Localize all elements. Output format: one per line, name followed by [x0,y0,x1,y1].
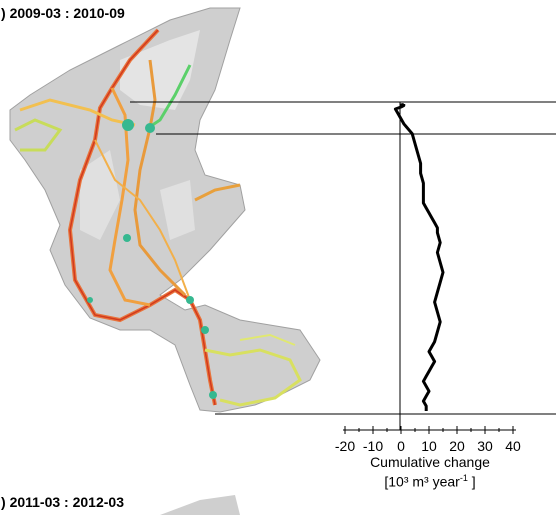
x-tick-label-5: 30 [477,438,493,454]
node-3 [123,234,131,242]
map-2-partial [160,495,240,515]
x-tick-label-6: 40 [505,438,521,454]
channel-9 [204,348,302,407]
node-1 [122,119,134,131]
panel-2-marker: ) [1,494,6,510]
panel-1-title-text: 2009-03 : 2010-09 [9,5,125,21]
channel-4 [94,139,191,301]
panel-2-title-text: 2011-03 : 2012-03 [9,494,124,510]
unit-exponent: -1 [459,473,468,483]
node-7 [87,297,93,303]
node-2 [145,123,155,133]
channel-3 [133,59,187,297]
guide-lines [130,101,556,415]
cumulative-change-chart: -20 -10 0 10 20 30 40 [335,102,521,454]
map-1-terrain-patch-3 [160,180,195,240]
x-axis-label: Cumulative change [370,454,490,470]
x-tick-label-1: -10 [363,438,383,454]
panel-title-2: ) 2011-03 : 2012-03 [1,494,124,510]
series-line [393,103,445,411]
x-axis-unit: [10³ m³ year-1 ] [352,473,508,490]
unit-suffix: ] [467,473,476,490]
map-2-boundary [160,495,240,515]
channel-6 [19,98,136,127]
node-4 [186,296,194,304]
x-tick-label-4: 20 [449,438,465,454]
map-1-terrain-patch-2 [80,150,120,240]
node-6 [209,391,217,399]
channel-5 [147,64,192,130]
channel-8 [194,183,241,202]
panel-1-marker: ) [1,5,6,21]
map-1 [9,7,321,413]
unit-prefix: [10³ m³ year [384,473,460,490]
channel-7 [14,118,63,152]
x-tick-label-3: 10 [421,438,437,454]
map-1-terrain-patch [120,30,200,110]
panel-title-1: ) 2009-03 : 2010-09 [1,5,125,21]
channel-10 [239,333,296,346]
x-tick-label-0: -20 [335,438,355,454]
node-5 [201,326,209,334]
x-tick-label-2: 0 [397,438,405,454]
